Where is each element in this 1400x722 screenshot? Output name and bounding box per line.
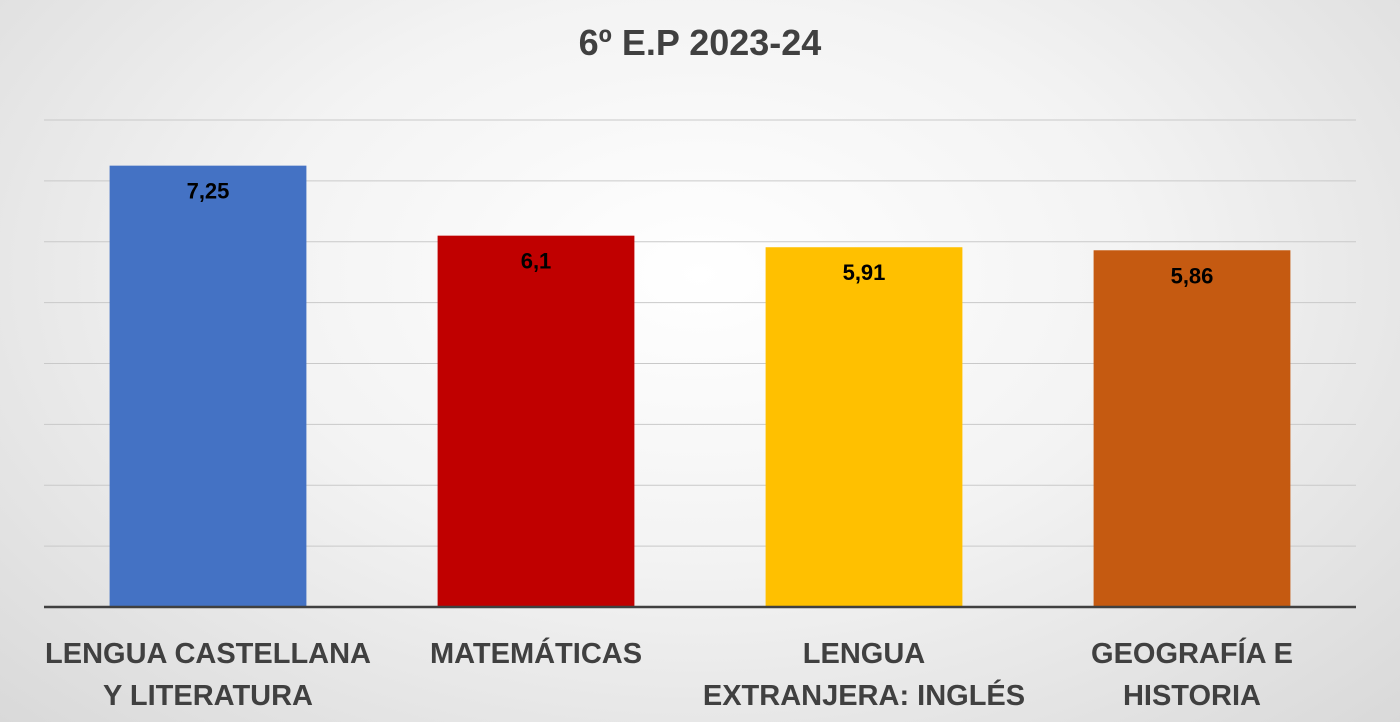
category-label: LENGUA CASTELLANA Y LITERATURA — [45, 638, 371, 712]
category-label-line: LENGUA — [803, 638, 926, 670]
bar — [765, 247, 963, 607]
category-label: LENGUA EXTRANJERA: INGLÉS — [703, 638, 1025, 712]
data-label: 7,25 — [187, 179, 230, 204]
category-label-line: LENGUA CASTELLANA — [45, 638, 371, 670]
category-label-line: GEOGRAFÍA E — [1091, 636, 1293, 670]
chart-title: 6º E.P 2023-24 — [578, 22, 822, 63]
bar — [437, 235, 635, 607]
category-label: MATEMÁTICAS — [430, 636, 642, 670]
data-label: 5,86 — [1171, 263, 1214, 288]
data-labels: 7,25 6,1 5,91 5,86 — [187, 179, 1214, 289]
bars — [109, 165, 1291, 607]
bar — [1093, 250, 1291, 607]
data-label: 5,91 — [843, 260, 886, 285]
category-label-line: MATEMÁTICAS — [430, 636, 642, 670]
bar — [109, 165, 307, 607]
category-label-line: Y LITERATURA — [103, 680, 313, 712]
data-label: 6,1 — [521, 249, 552, 274]
category-label-line: HISTORIA — [1123, 680, 1261, 712]
category-label: GEOGRAFÍA E HISTORIA — [1091, 636, 1293, 712]
category-label-line: EXTRANJERA: INGLÉS — [703, 678, 1025, 712]
category-labels: LENGUA CASTELLANA Y LITERATURA MATEMÁTICAS… — [45, 636, 1293, 712]
